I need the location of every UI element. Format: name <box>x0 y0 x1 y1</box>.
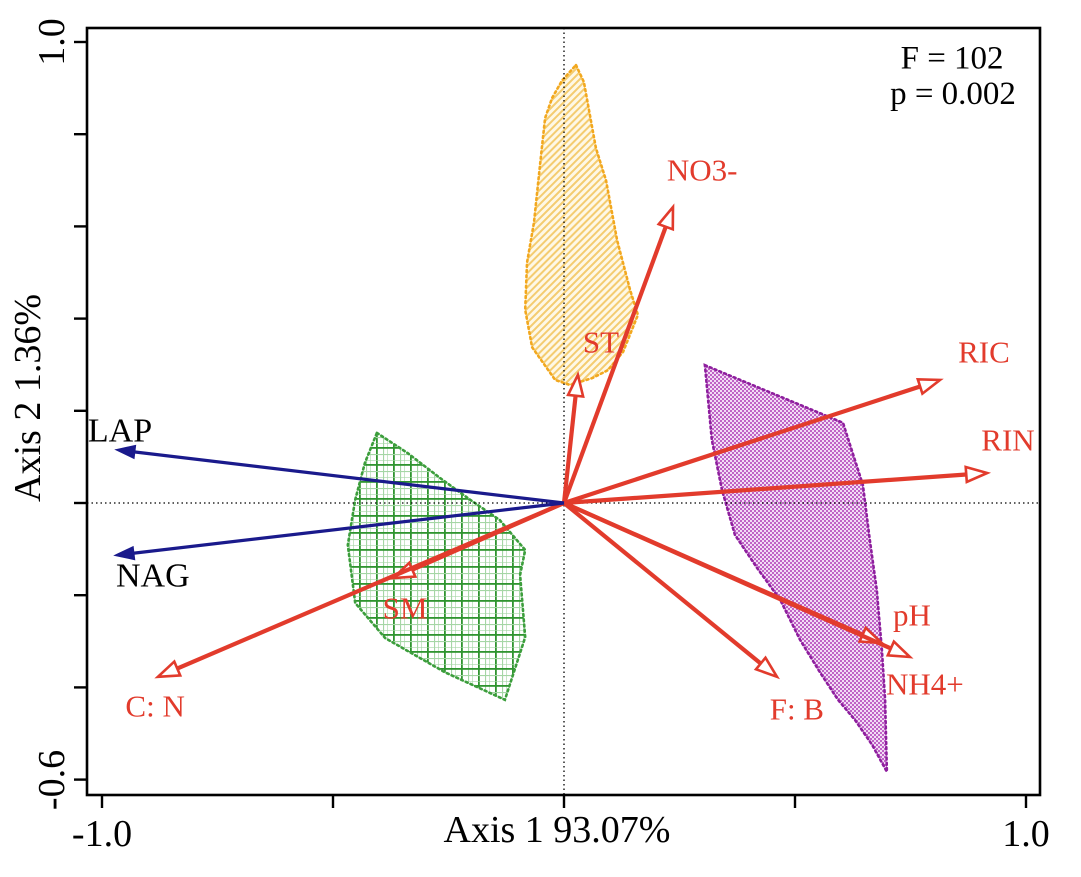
vector-label-RIC: RIC <box>958 334 1010 369</box>
vector-head-NH4+ <box>885 639 914 659</box>
hull-yellow-group-hull <box>523 62 640 387</box>
y-tick-label: -0.6 <box>31 750 73 810</box>
vector-head-NAG <box>113 545 136 561</box>
y-axis-title: Axis 2 1.36% <box>7 294 49 502</box>
vector-label-SM: SM <box>383 591 428 626</box>
hull-purple-group-hull <box>703 363 889 773</box>
hull-green-group-hull <box>346 430 527 702</box>
vector-label-C: N: C: N <box>125 688 184 723</box>
stats-annotation-1: F = 102 <box>901 40 1004 76</box>
vector-head-NO3- <box>656 203 675 232</box>
y-tick-label: 1.0 <box>31 18 73 66</box>
x-tick-label: -1.0 <box>72 813 132 855</box>
vector-shaft-F: B <box>562 501 763 666</box>
vector-shaft-NH4+ <box>563 501 892 651</box>
vector-head-LAP <box>114 444 137 460</box>
vector-label-LAP: LAP <box>88 413 152 450</box>
stats-annotation-2: p = 0.002 <box>890 76 1016 112</box>
vector-shaft-C: N <box>176 501 565 671</box>
x-axis-title: Axis 1 93.07% <box>444 809 671 851</box>
vector-label-F: B: F: B <box>770 692 824 727</box>
vector-label-NH4+: NH4+ <box>886 667 964 702</box>
vector-label-NO3-: NO3- <box>667 153 738 188</box>
vector-label-pH: pH <box>893 598 931 633</box>
x-tick-label: 1.0 <box>1002 813 1050 855</box>
vector-label-RIN: RIN <box>981 422 1034 457</box>
vector-shaft-RIC <box>563 384 921 505</box>
vector-shaft-NO3- <box>562 226 668 504</box>
vector-shaft-ST <box>561 395 578 504</box>
vector-shaft-LAP <box>133 450 565 505</box>
vector-head-RIC <box>916 377 944 396</box>
vector-head-C: N <box>154 659 183 679</box>
vector-head-ST <box>566 370 585 398</box>
vector-head-RIN <box>964 465 992 484</box>
vector-head-F: B <box>753 655 780 680</box>
vector-label-NAG: NAG <box>116 557 190 594</box>
vector-label-ST: ST <box>583 325 619 360</box>
vector-shaft-RIN <box>563 472 967 506</box>
vector-shaft-NAG <box>132 501 565 555</box>
